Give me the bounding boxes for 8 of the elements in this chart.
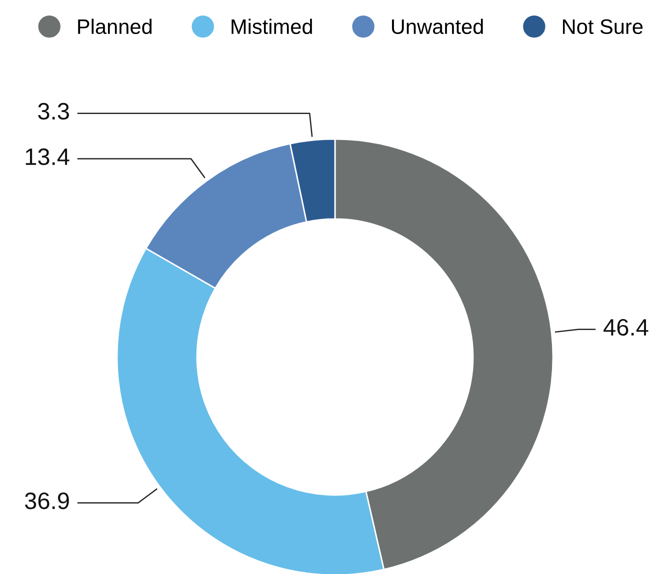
- data-label: 46.4: [604, 318, 648, 336]
- data-label: 13.4: [26, 148, 70, 166]
- data-label: 3.3: [38, 102, 69, 120]
- legend-label: Mistimed: [232, 18, 312, 34]
- legend-label: Planned: [78, 18, 152, 34]
- legend-label: Unwanted: [392, 18, 483, 34]
- legend-label: Not Sure: [562, 19, 643, 34]
- data-label: 36.9: [24, 492, 69, 510]
